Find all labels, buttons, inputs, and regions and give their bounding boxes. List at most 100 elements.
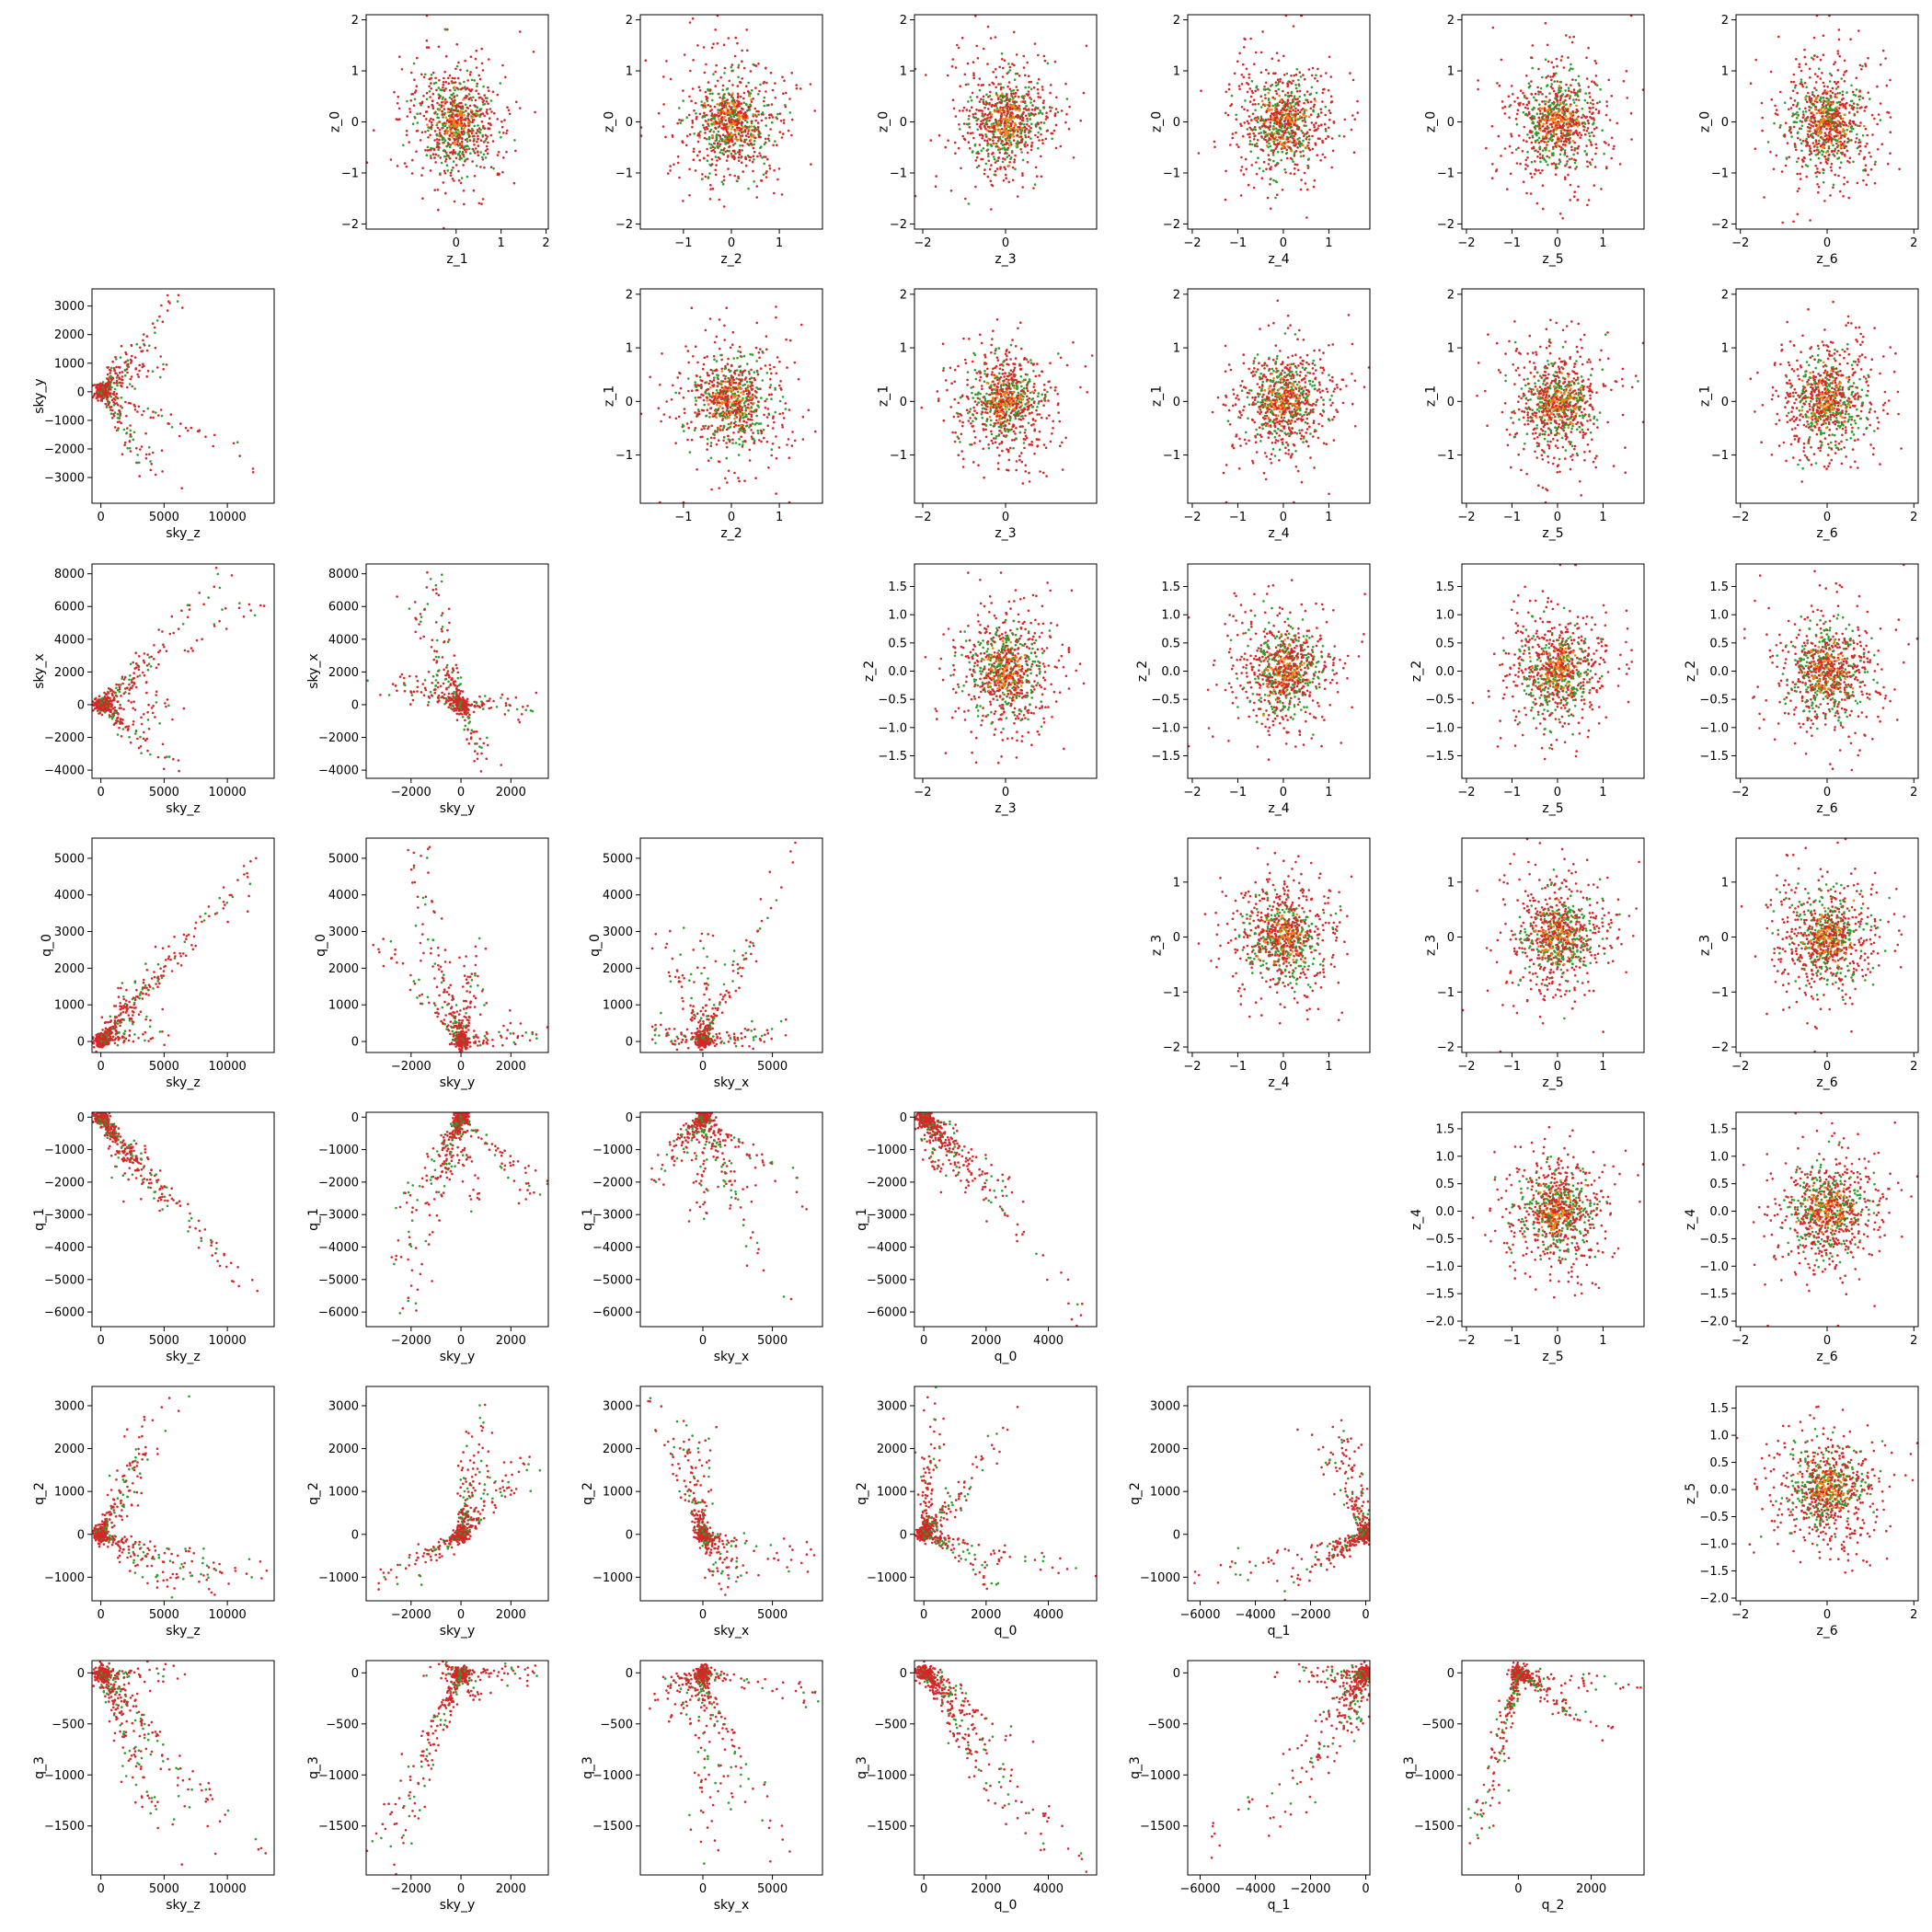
scatter-point bbox=[473, 134, 476, 138]
scatter-point bbox=[1008, 106, 1011, 109]
scatter-point bbox=[678, 176, 681, 179]
scatter-point bbox=[744, 138, 748, 142]
scatter-point bbox=[1021, 158, 1025, 162]
scatter-point bbox=[1261, 148, 1264, 152]
scatter-point bbox=[741, 149, 743, 152]
scatter-point bbox=[1293, 123, 1296, 126]
scatter-point bbox=[1541, 93, 1544, 96]
scatter-point bbox=[438, 96, 442, 99]
scatter-point bbox=[1267, 163, 1271, 166]
scatter-point bbox=[1830, 138, 1833, 141]
scatter-point bbox=[987, 159, 990, 163]
scatter-point bbox=[1816, 94, 1820, 98]
scatter-point bbox=[982, 147, 985, 150]
scatter-point bbox=[1009, 129, 1012, 132]
scatter-point bbox=[744, 116, 747, 120]
scatter-point bbox=[1828, 80, 1832, 83]
scatter-point bbox=[478, 77, 482, 81]
scatter-point bbox=[1821, 144, 1824, 146]
scatter-point bbox=[1006, 109, 1009, 113]
scatter-point bbox=[1261, 169, 1265, 173]
scatter-point bbox=[471, 147, 475, 151]
scatter-point bbox=[483, 166, 486, 169]
scatter-point bbox=[488, 117, 491, 120]
scatter-point bbox=[1812, 36, 1816, 40]
scatter-point bbox=[1271, 112, 1274, 116]
scatter-point bbox=[1809, 150, 1812, 153]
scatter-point bbox=[1815, 175, 1818, 178]
scatter-point bbox=[1832, 144, 1834, 147]
scatter-point bbox=[761, 111, 765, 114]
scatter-point bbox=[460, 145, 464, 149]
scatter-point bbox=[757, 109, 760, 113]
scatter-point bbox=[1868, 151, 1871, 155]
scatter-point bbox=[974, 159, 978, 162]
scatter-point bbox=[1558, 86, 1560, 89]
scatter-point bbox=[1314, 99, 1317, 102]
scatter-point bbox=[430, 117, 432, 121]
scatter-point bbox=[691, 87, 695, 90]
scatter-point bbox=[1834, 93, 1837, 96]
scatter-point bbox=[437, 154, 440, 157]
scatter-point bbox=[1576, 125, 1580, 128]
scatter-point bbox=[782, 121, 786, 124]
x-tick-label: 0 bbox=[1823, 236, 1831, 250]
scatter-point bbox=[1804, 98, 1808, 101]
scatter-point bbox=[776, 112, 779, 116]
scatter-point bbox=[1491, 26, 1495, 29]
x-tick-label: 1 bbox=[1599, 236, 1606, 250]
scatter-point bbox=[692, 59, 695, 62]
scatter-point bbox=[962, 106, 966, 109]
scatter-point bbox=[1260, 177, 1264, 179]
scatter-point bbox=[765, 155, 767, 158]
scatter-point bbox=[1811, 125, 1815, 128]
scatter-point bbox=[465, 96, 467, 99]
scatter-point bbox=[474, 115, 477, 118]
scatter-point bbox=[730, 128, 733, 131]
scatter-point bbox=[1822, 171, 1825, 175]
scatter-point bbox=[1834, 121, 1836, 124]
scatter-point bbox=[1251, 91, 1254, 95]
scatter-point bbox=[693, 132, 696, 135]
scatter-point bbox=[1544, 58, 1547, 61]
scatter-point bbox=[1252, 186, 1256, 190]
scatter-point bbox=[1823, 85, 1826, 87]
scatter-point bbox=[1553, 80, 1556, 83]
scatter-point bbox=[420, 100, 424, 104]
scatter-point bbox=[983, 102, 985, 105]
scatter-point bbox=[990, 104, 994, 107]
scatter-point bbox=[1822, 109, 1825, 113]
scatter-point bbox=[1863, 109, 1867, 112]
scatter-point bbox=[730, 152, 733, 155]
scatter-point bbox=[1567, 138, 1570, 142]
scatter-point bbox=[1833, 63, 1835, 66]
scatter-point bbox=[1573, 161, 1577, 165]
scatter-point bbox=[1601, 129, 1604, 132]
scatter-point bbox=[1841, 93, 1845, 97]
scatter-point bbox=[1571, 140, 1575, 143]
scatter-point bbox=[737, 177, 740, 179]
scatter-point bbox=[1014, 105, 1018, 108]
scatter-point bbox=[1803, 81, 1807, 85]
scatter-point bbox=[1796, 190, 1800, 193]
scatter-point bbox=[444, 155, 448, 158]
scatter-point bbox=[736, 121, 739, 123]
scatter-point bbox=[741, 49, 743, 52]
scatter-point bbox=[999, 106, 1002, 109]
scatter-point bbox=[669, 77, 673, 81]
scatter-point bbox=[1569, 166, 1571, 168]
scatter-point bbox=[1552, 134, 1556, 138]
scatter-point bbox=[463, 86, 466, 89]
scatter-point bbox=[447, 82, 451, 85]
scatter-point bbox=[460, 101, 463, 105]
scatter-point bbox=[1282, 146, 1285, 149]
scatter-point bbox=[467, 147, 471, 150]
scatter-point bbox=[1006, 124, 1010, 127]
scatter-point bbox=[482, 103, 485, 106]
scatter-point bbox=[1589, 96, 1592, 98]
scatter-point bbox=[450, 98, 454, 100]
scatter-point bbox=[466, 137, 469, 141]
scatter-point bbox=[1271, 57, 1274, 61]
